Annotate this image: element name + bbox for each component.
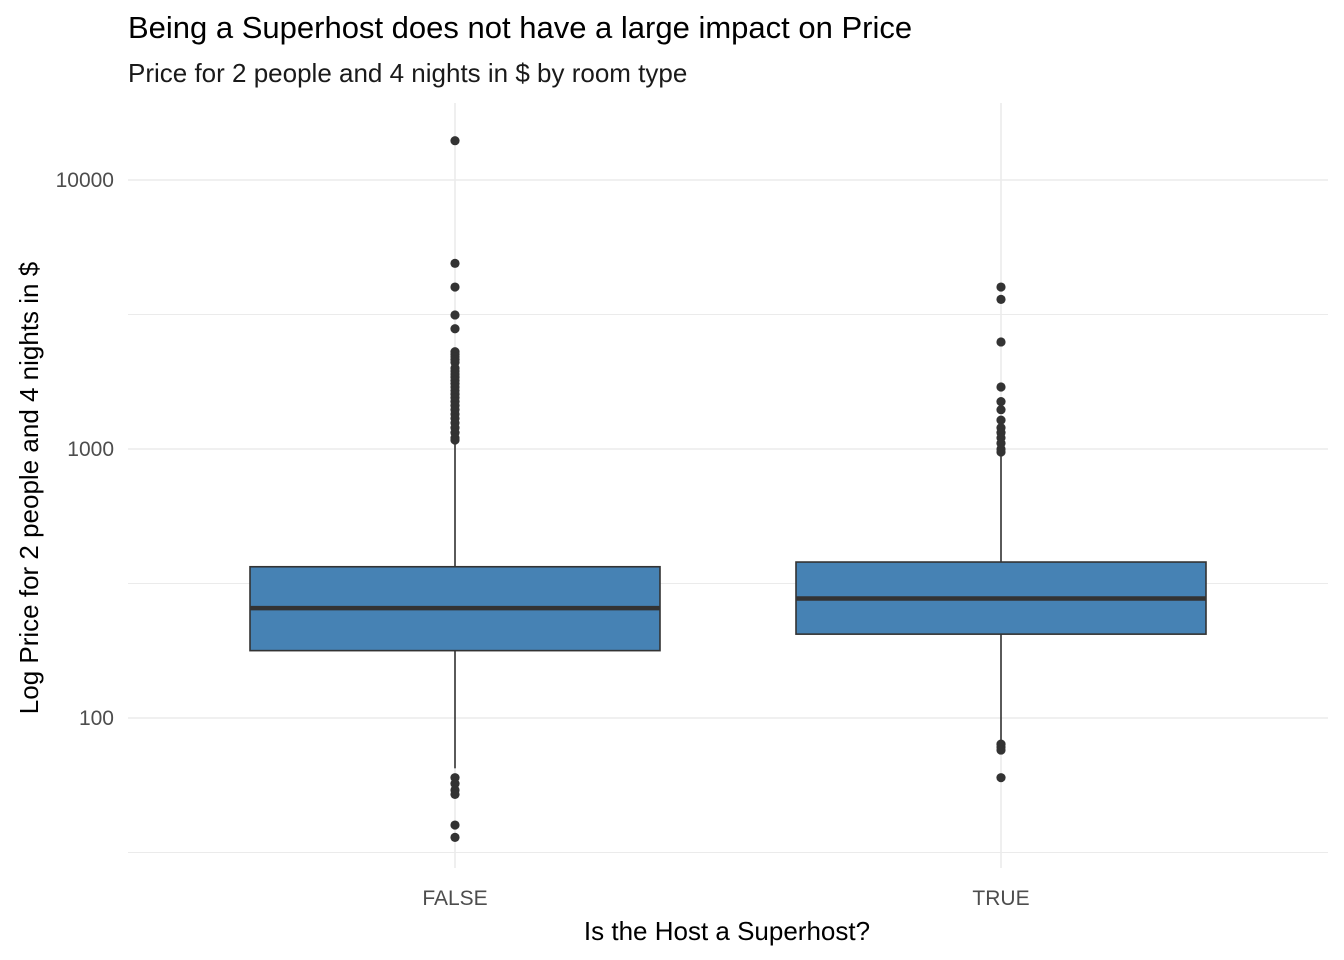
box-group-false [249, 136, 661, 842]
outlier-point [450, 324, 460, 334]
outlier-point [450, 435, 460, 445]
x-tick-label: TRUE [972, 887, 1029, 910]
outlier-point [450, 136, 460, 146]
y-axis-title: Log Price for 2 people and 4 nights in $ [14, 261, 44, 714]
outlier-point [450, 310, 460, 320]
outlier-point [996, 745, 1006, 755]
outlier-point [450, 820, 460, 830]
y-axis-ticks: 100 1000 10000 [56, 169, 114, 730]
outlier-point [996, 382, 1006, 392]
outlier-point [996, 282, 1006, 292]
chart-title: Being a Superhost does not have a large … [128, 10, 913, 45]
grid-lines [128, 103, 1328, 868]
outlier-point [996, 397, 1006, 407]
outlier-point [450, 779, 460, 789]
y-tick-label: 10000 [56, 169, 114, 192]
outlier-point [996, 415, 1006, 425]
outlier-point [450, 282, 460, 292]
outlier-point [996, 337, 1006, 347]
outlier-point [450, 258, 460, 268]
outlier-point [450, 832, 460, 842]
outlier-point [996, 447, 1006, 457]
box-series [249, 136, 1207, 842]
x-tick-label: FALSE [422, 887, 487, 910]
chart-subtitle: Price for 2 people and 4 nights in $ by … [128, 58, 688, 88]
outlier-point [996, 773, 1006, 783]
y-tick-label: 100 [79, 707, 114, 730]
x-axis-ticks: FALSE TRUE [422, 887, 1029, 910]
outlier-point [996, 294, 1006, 304]
outlier-point [450, 789, 460, 799]
y-tick-label: 1000 [67, 438, 114, 461]
box-group-true [795, 282, 1207, 783]
x-axis-title: Is the Host a Superhost? [584, 916, 870, 946]
outlier-point [996, 405, 1006, 415]
